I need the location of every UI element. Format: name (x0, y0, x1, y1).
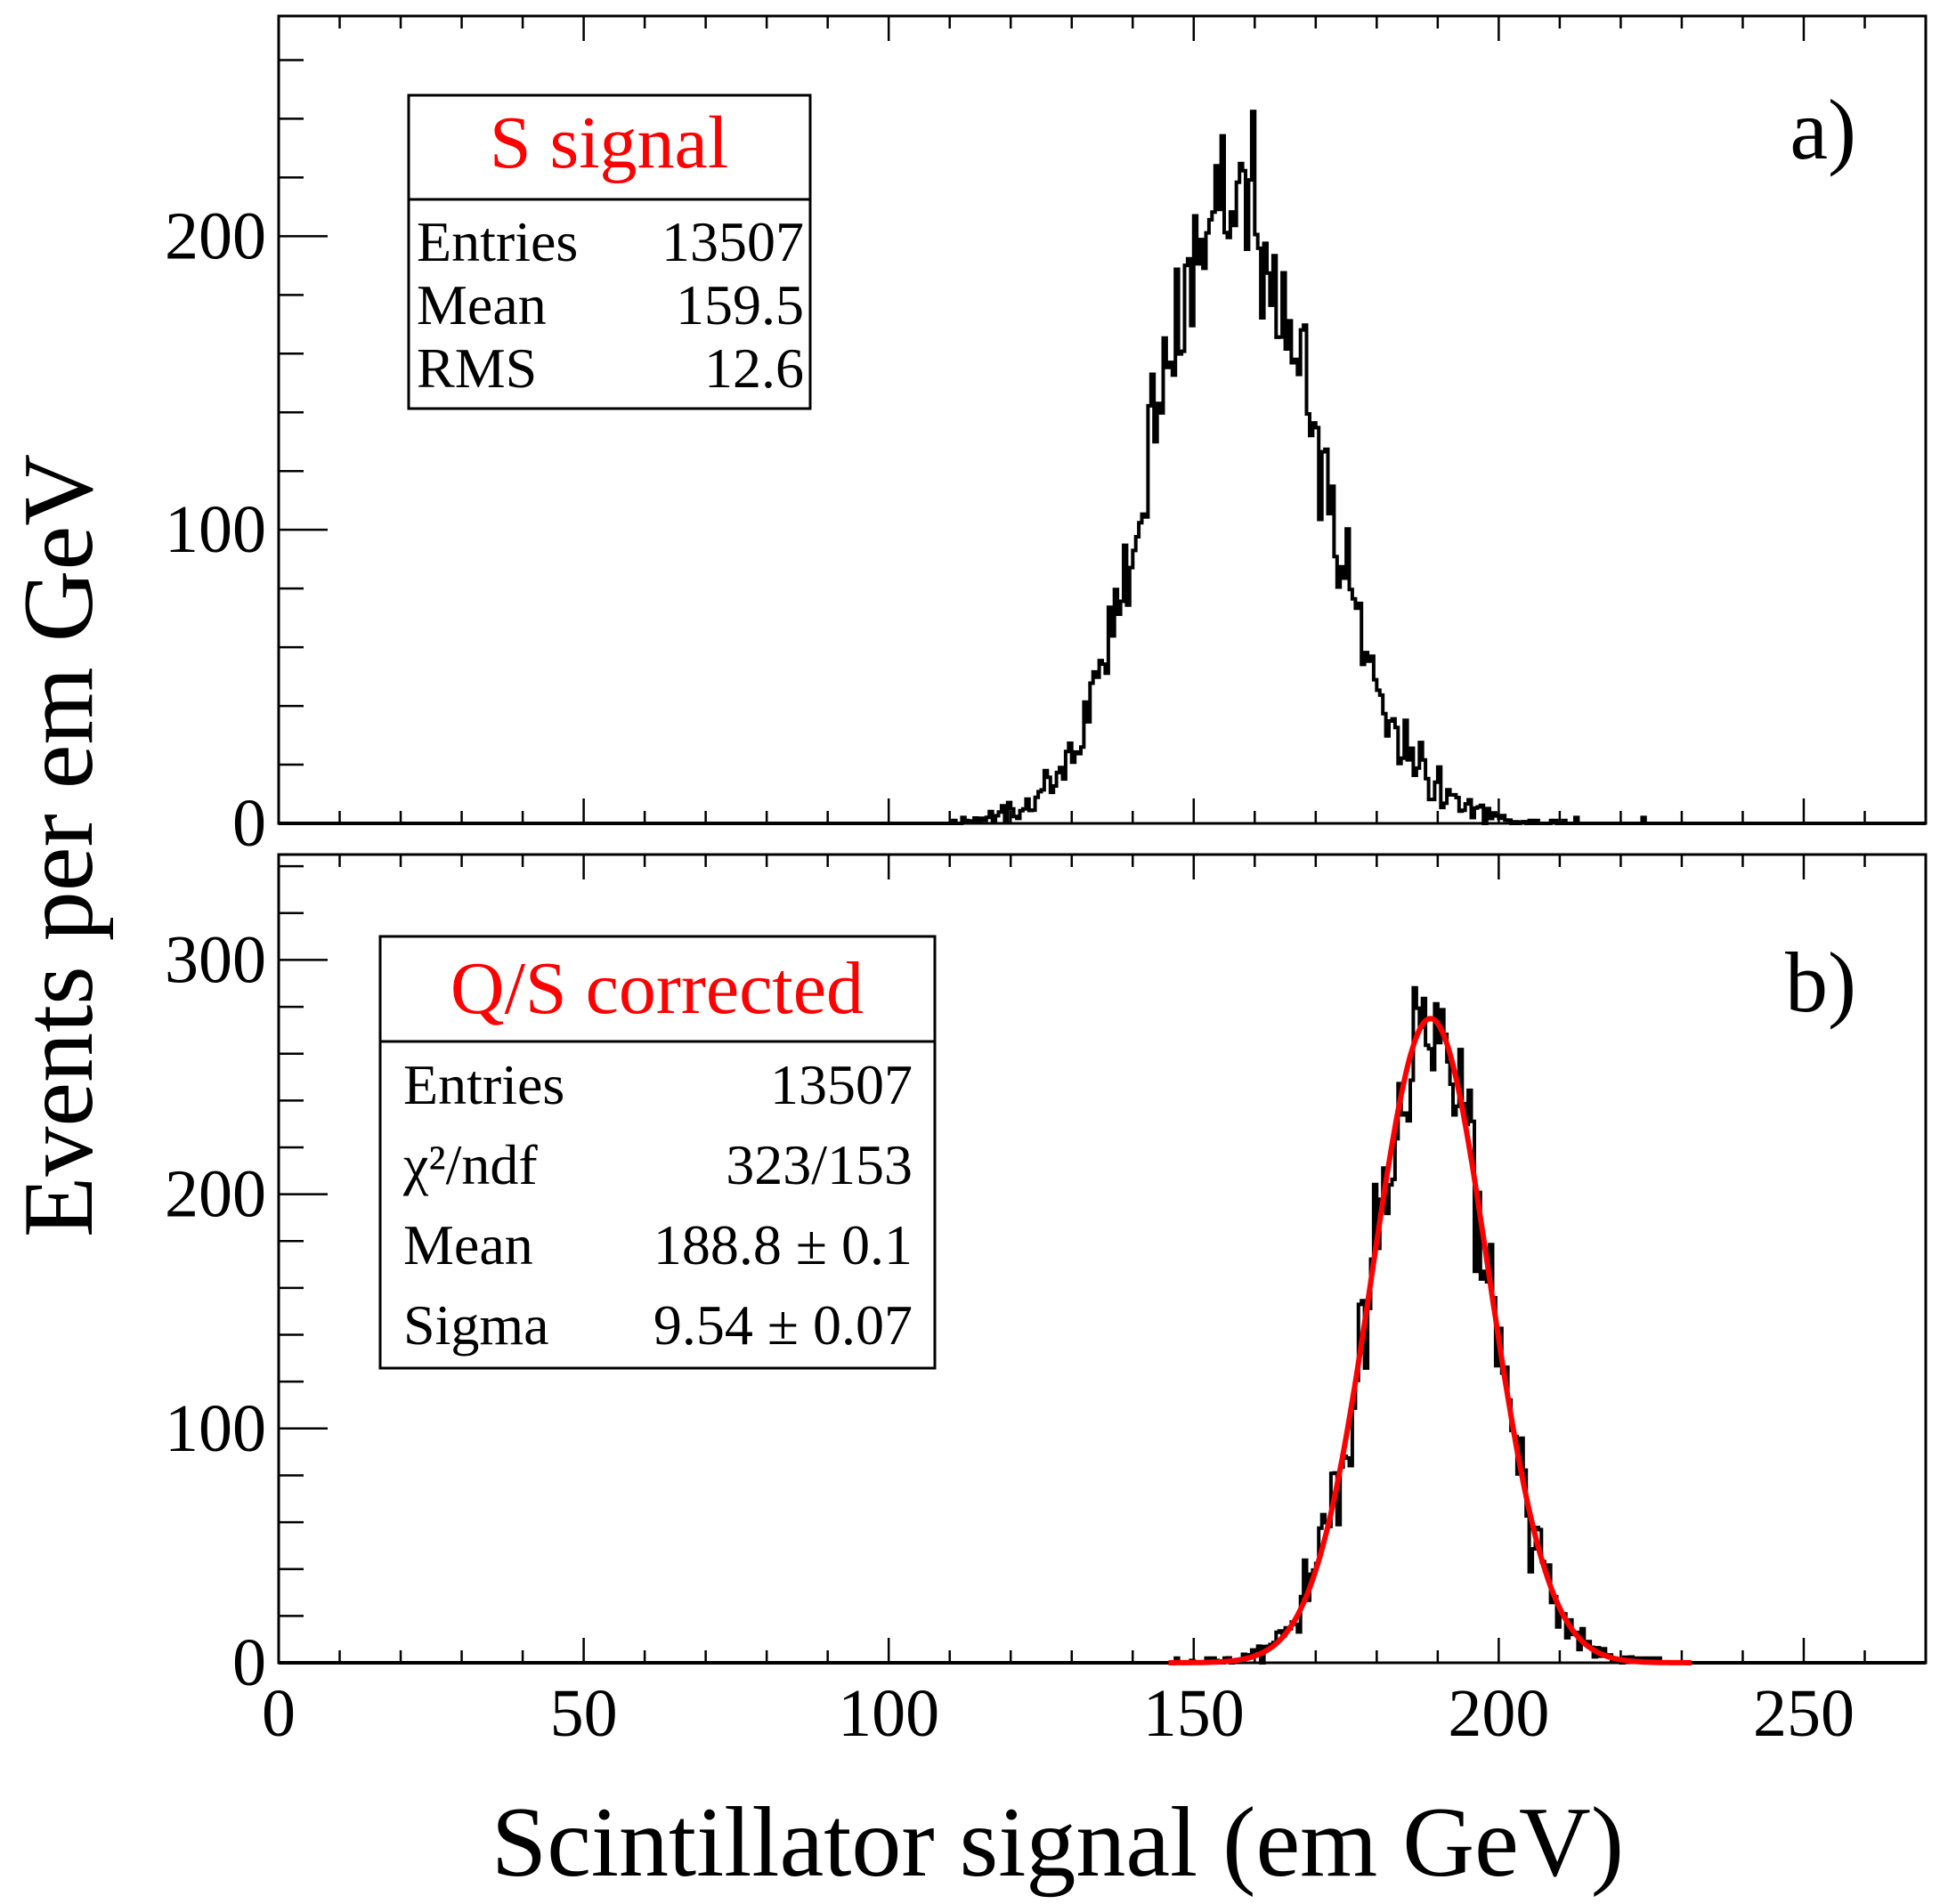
panel-b-legend-label-chi2: χ²/ndf (402, 1133, 538, 1196)
panel-a-tag: a) (1790, 82, 1856, 177)
panel-b-tag: b) (1785, 935, 1856, 1030)
panel-a-legend: S signal Entries 13507 Mean 159.5 RMS 12… (407, 93, 812, 410)
panel-a-ticks: 0 100 200 (165, 16, 1928, 861)
x-tick-label: 200 (1448, 1676, 1549, 1751)
panel-b-ticks: 0 100 200 300 0 50 100 150 200 250 (165, 855, 1928, 1751)
y-axis-title: Events per em GeV (4, 454, 114, 1237)
y-tick-label: 100 (165, 492, 266, 567)
panel-a-legend-value-mean: 159.5 (676, 273, 804, 336)
panel-b-legend-box (378, 935, 937, 1370)
panel-a-legend-label-entries: Entries (417, 210, 578, 273)
x-tick-label: 50 (550, 1676, 618, 1751)
panel-a-legend-value-rms: 12.6 (704, 336, 804, 400)
panel-b-legend-title: Q/S corrected (451, 947, 864, 1030)
histogram-line (279, 109, 1926, 825)
panel-b-fit-curve (1168, 1016, 1692, 1665)
panel-b-legend-value-entries: 13507 (770, 1053, 913, 1116)
y-tick-label: 0 (232, 786, 266, 861)
x-tick-label: 0 (262, 1676, 296, 1751)
y-tick-label: 100 (165, 1391, 266, 1466)
panel-a-histogram (279, 109, 1926, 825)
x-axis-title: Scintillator signal (em GeV) (491, 1787, 1624, 1898)
panel-a: 0 100 200 a) S signal Entries 13507 Mean 1… (165, 14, 1928, 861)
y-tick-label: 200 (165, 199, 266, 273)
x-tick-label: 100 (838, 1676, 939, 1751)
panel-a-legend-box (407, 93, 812, 410)
panel-b-legend-value-sigma: 9.54 ± 0.07 (653, 1293, 913, 1357)
y-tick-label: 200 (165, 1157, 266, 1232)
panel-b-legend-label-entries: Entries (403, 1053, 564, 1116)
panel-b-legend-value-mean: 188.8 ± 0.1 (653, 1213, 913, 1276)
panel-b-legend-value-chi2: 323/153 (726, 1133, 913, 1196)
x-tick-label: 250 (1753, 1676, 1855, 1751)
x-tick-label: 150 (1143, 1676, 1245, 1751)
panel-b-legend-label-mean: Mean (403, 1213, 533, 1276)
panel-b: 0 100 200 300 0 50 100 150 200 250 b) Q/S correct… (165, 853, 1928, 1751)
y-tick-label: 0 (232, 1625, 266, 1700)
y-tick-label: 300 (165, 922, 266, 997)
panel-b-legend: Q/S corrected Entries 13507 χ²/ndf 323/1… (378, 935, 937, 1370)
panel-b-legend-label-sigma: Sigma (403, 1293, 549, 1357)
panel-a-legend-title: S signal (490, 101, 728, 184)
panel-a-frame (277, 14, 1928, 825)
panel-a-legend-value-entries: 13507 (662, 210, 804, 273)
panel-a-legend-label-mean: Mean (417, 273, 547, 336)
panel-a-legend-label-rms: RMS (417, 336, 537, 400)
